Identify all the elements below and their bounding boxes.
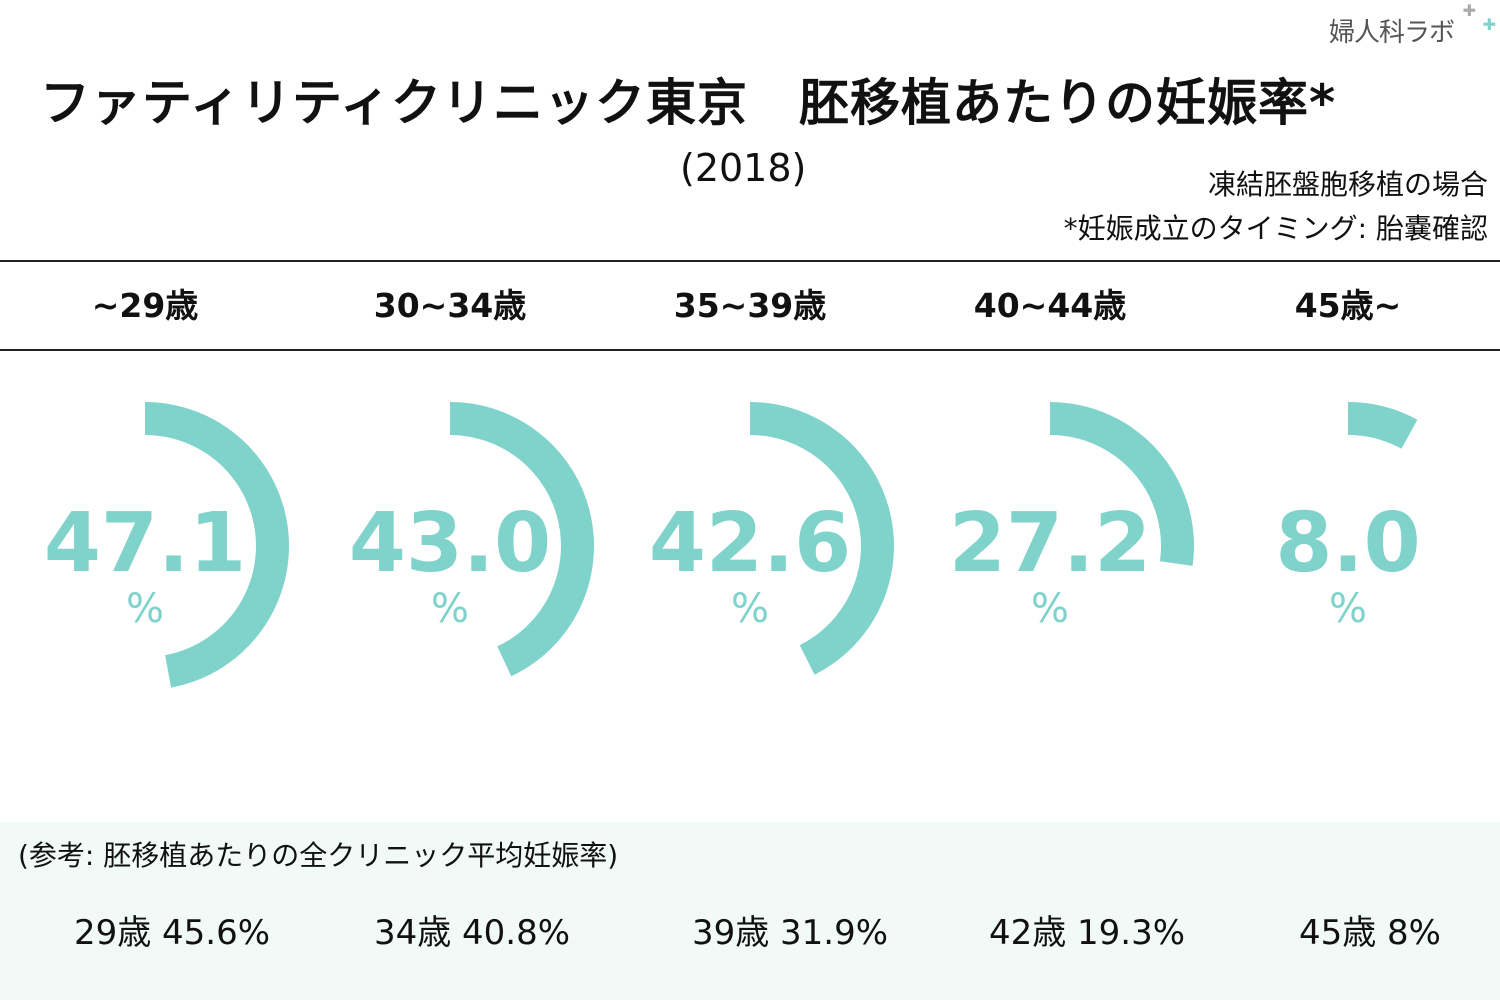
unit-label: % [431, 586, 469, 632]
divider [0, 260, 1500, 262]
logo-text: 婦人科ラボ [1328, 18, 1455, 48]
reference-title: (参考: 胚移植あたりの全クリニック平均妊娠率) [18, 839, 619, 872]
chart-year: (2018) [680, 146, 807, 190]
value-label: 42.6 [649, 496, 851, 591]
plus-icon: ✚ [1482, 15, 1496, 34]
divider [0, 349, 1500, 351]
category-label: 35~39歳 [673, 286, 827, 325]
unit-label: % [1031, 586, 1069, 632]
reference-item: 39歳 31.9% [691, 913, 889, 953]
reference-item: 34歳 40.8% [373, 913, 571, 953]
arc-bar [750, 402, 894, 675]
value-label: 47.1 [44, 496, 246, 591]
value-label: 27.2 [949, 496, 1151, 591]
arc-bar [1348, 402, 1418, 449]
note-timing: *妊娠成立のタイミング: 胎嚢確認 [1063, 212, 1488, 245]
chart-title: ファティリティクリニック東京 胚移植あたりの妊娠率* [40, 74, 1337, 132]
unit-label: % [126, 586, 164, 632]
value-label: 43.0 [349, 496, 551, 591]
plus-icon: ✚ [1462, 1, 1476, 20]
arc-bar [145, 402, 290, 688]
reference-item: 45歳 8% [1298, 913, 1441, 953]
arc-bar [450, 402, 594, 677]
unit-label: % [731, 586, 769, 632]
radial-chart: 47.1%43.0%42.6%27.2%8.0% [44, 402, 1421, 688]
category-label: ~29歳 [91, 286, 199, 325]
unit-label: % [1329, 586, 1367, 632]
arc-bar [1050, 402, 1194, 566]
reference-panel [0, 822, 1500, 1000]
category-label: 30~34歳 [373, 286, 527, 325]
reference-item: 42歳 19.3% [988, 913, 1186, 953]
note-condition: 凍結胚盤胞移植の場合 [1207, 168, 1488, 201]
logo: 婦人科ラボ [1328, 18, 1455, 48]
category-label: 45歳~ [1294, 286, 1402, 325]
value-label: 8.0 [1275, 496, 1420, 591]
category-label: 40~44歳 [973, 286, 1127, 325]
reference-item: 29歳 45.6% [73, 913, 271, 953]
